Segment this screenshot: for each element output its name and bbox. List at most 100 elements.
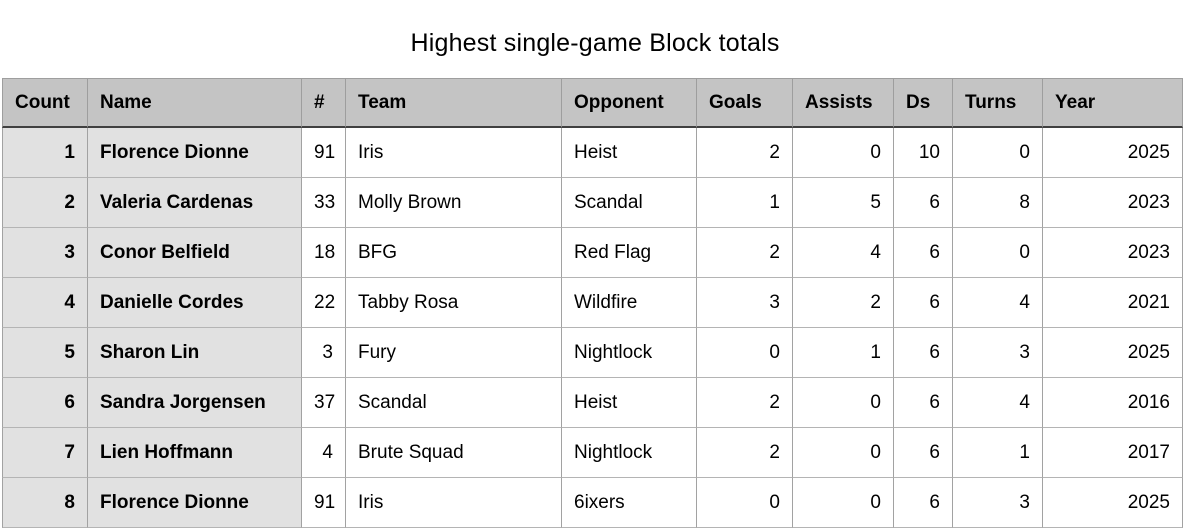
cell-number: 37 xyxy=(302,378,346,428)
cell-ds: 10 xyxy=(894,128,953,178)
cell-opponent: Wildfire xyxy=(562,278,697,328)
table-row: 4 Danielle Cordes 22 Tabby Rosa Wildfire… xyxy=(2,278,1183,328)
cell-opponent: 6ixers xyxy=(562,478,697,528)
table-row: 8 Florence Dionne 91 Iris 6ixers 0 0 6 3… xyxy=(2,478,1183,528)
cell-number: 4 xyxy=(302,428,346,478)
cell-assists: 2 xyxy=(793,278,894,328)
table-row: 2 Valeria Cardenas 33 Molly Brown Scanda… xyxy=(2,178,1183,228)
column-header-number: # xyxy=(302,78,346,128)
cell-year: 2023 xyxy=(1043,228,1183,278)
cell-goals: 2 xyxy=(697,428,793,478)
cell-turns: 3 xyxy=(953,328,1043,378)
cell-ds: 6 xyxy=(894,328,953,378)
cell-assists: 0 xyxy=(793,428,894,478)
cell-goals: 2 xyxy=(697,128,793,178)
cell-team: Molly Brown xyxy=(346,178,562,228)
cell-name: Florence Dionne xyxy=(88,478,302,528)
cell-turns: 1 xyxy=(953,428,1043,478)
cell-goals: 3 xyxy=(697,278,793,328)
cell-number: 3 xyxy=(302,328,346,378)
cell-goals: 2 xyxy=(697,378,793,428)
cell-count: 1 xyxy=(2,128,88,178)
cell-team: Scandal xyxy=(346,378,562,428)
column-header-opponent: Opponent xyxy=(562,78,697,128)
cell-ds: 6 xyxy=(894,178,953,228)
cell-ds: 6 xyxy=(894,378,953,428)
cell-name: Lien Hoffmann xyxy=(88,428,302,478)
column-header-assists: Assists xyxy=(793,78,894,128)
cell-name: Danielle Cordes xyxy=(88,278,302,328)
cell-year: 2016 xyxy=(1043,378,1183,428)
cell-opponent: Heist xyxy=(562,378,697,428)
cell-turns: 4 xyxy=(953,378,1043,428)
cell-turns: 0 xyxy=(953,128,1043,178)
cell-assists: 4 xyxy=(793,228,894,278)
cell-team: Tabby Rosa xyxy=(346,278,562,328)
column-header-goals: Goals xyxy=(697,78,793,128)
cell-name: Conor Belfield xyxy=(88,228,302,278)
table-row: 1 Florence Dionne 91 Iris Heist 2 0 10 0… xyxy=(2,128,1183,178)
cell-count: 8 xyxy=(2,478,88,528)
table-row: 3 Conor Belfield 18 BFG Red Flag 2 4 6 0… xyxy=(2,228,1183,278)
cell-number: 18 xyxy=(302,228,346,278)
cell-turns: 3 xyxy=(953,478,1043,528)
cell-assists: 1 xyxy=(793,328,894,378)
cell-opponent: Scandal xyxy=(562,178,697,228)
cell-name: Sandra Jorgensen xyxy=(88,378,302,428)
cell-count: 5 xyxy=(2,328,88,378)
cell-assists: 0 xyxy=(793,478,894,528)
cell-number: 33 xyxy=(302,178,346,228)
page-title: Highest single-game Block totals xyxy=(410,28,780,57)
column-header-team: Team xyxy=(346,78,562,128)
cell-turns: 4 xyxy=(953,278,1043,328)
cell-team: Fury xyxy=(346,328,562,378)
cell-year: 2017 xyxy=(1043,428,1183,478)
cell-goals: 0 xyxy=(697,478,793,528)
cell-name: Valeria Cardenas xyxy=(88,178,302,228)
cell-number: 91 xyxy=(302,478,346,528)
cell-turns: 8 xyxy=(953,178,1043,228)
cell-ds: 6 xyxy=(894,278,953,328)
block-totals-table: Count Name # Team Opponent Goals Assists Ds Turn… xyxy=(2,78,1183,528)
cell-count: 3 xyxy=(2,228,88,278)
column-header-year: Year xyxy=(1043,78,1183,128)
header-row: Count Name # Team Opponent Goals Assists Ds Turn… xyxy=(2,78,1183,128)
cell-year: 2025 xyxy=(1043,328,1183,378)
cell-goals: 2 xyxy=(697,228,793,278)
table-row: 6 Sandra Jorgensen 37 Scandal Heist 2 0 … xyxy=(2,378,1183,428)
cell-assists: 0 xyxy=(793,378,894,428)
table-row: 5 Sharon Lin 3 Fury Nightlock 0 1 6 3 20… xyxy=(2,328,1183,378)
cell-ds: 6 xyxy=(894,478,953,528)
cell-team: BFG xyxy=(346,228,562,278)
cell-goals: 1 xyxy=(697,178,793,228)
table-row: 7 Lien Hoffmann 4 Brute Squad Nightlock … xyxy=(2,428,1183,478)
column-header-ds: Ds xyxy=(894,78,953,128)
title-bar: Highest single-game Block totals xyxy=(0,0,1190,78)
cell-count: 2 xyxy=(2,178,88,228)
cell-team: Brute Squad xyxy=(346,428,562,478)
cell-number: 22 xyxy=(302,278,346,328)
cell-opponent: Nightlock xyxy=(562,328,697,378)
cell-count: 7 xyxy=(2,428,88,478)
cell-name: Sharon Lin xyxy=(88,328,302,378)
column-header-name: Name xyxy=(88,78,302,128)
cell-year: 2023 xyxy=(1043,178,1183,228)
cell-number: 91 xyxy=(302,128,346,178)
cell-opponent: Heist xyxy=(562,128,697,178)
cell-name: Florence Dionne xyxy=(88,128,302,178)
cell-year: 2025 xyxy=(1043,128,1183,178)
cell-goals: 0 xyxy=(697,328,793,378)
cell-count: 4 xyxy=(2,278,88,328)
cell-opponent: Red Flag xyxy=(562,228,697,278)
cell-team: Iris xyxy=(346,128,562,178)
cell-opponent: Nightlock xyxy=(562,428,697,478)
cell-team: Iris xyxy=(346,478,562,528)
column-header-turns: Turns xyxy=(953,78,1043,128)
cell-assists: 5 xyxy=(793,178,894,228)
column-header-count: Count xyxy=(2,78,88,128)
cell-count: 6 xyxy=(2,378,88,428)
cell-year: 2025 xyxy=(1043,478,1183,528)
cell-ds: 6 xyxy=(894,228,953,278)
cell-year: 2021 xyxy=(1043,278,1183,328)
cell-ds: 6 xyxy=(894,428,953,478)
